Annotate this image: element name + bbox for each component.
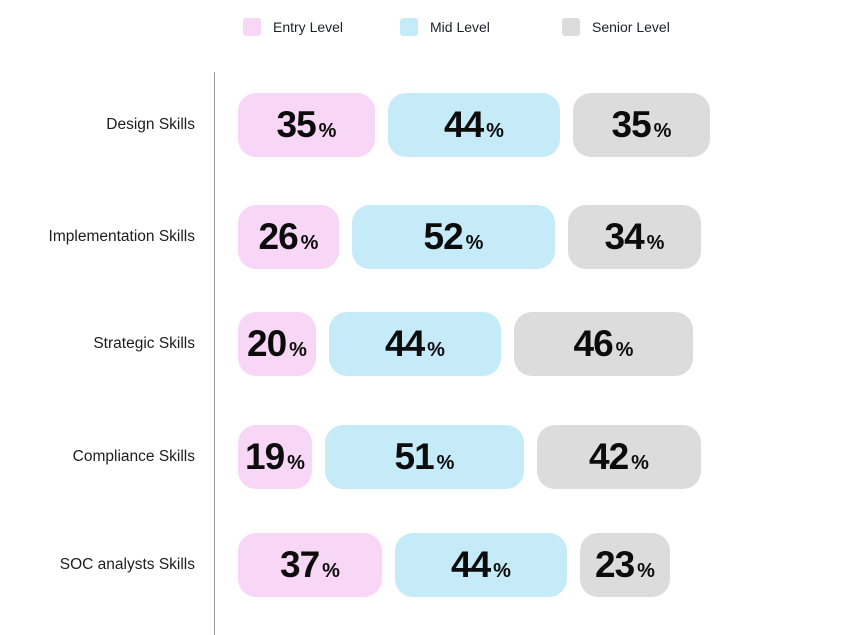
bar-value-number: 51 xyxy=(394,436,435,477)
bar-mid-level: 52% xyxy=(352,205,555,269)
bar-mid-level: 44% xyxy=(329,312,501,376)
category-label: Design Skills xyxy=(106,116,195,133)
chart-row-compliance-skills: Compliance Skills 19% 51% 42% xyxy=(0,425,843,489)
bar-entry-level: 35% xyxy=(238,93,375,157)
bar-senior-level: 42% xyxy=(537,425,701,489)
bar-value: 19% xyxy=(245,436,305,478)
bar-value-number: 42 xyxy=(589,436,629,477)
bar-value-number: 37 xyxy=(280,544,320,585)
percent-sign: % xyxy=(322,560,340,582)
category-label: Implementation Skills xyxy=(48,228,195,245)
percent-sign: % xyxy=(615,339,634,361)
legend-item-senior-level: Senior Level xyxy=(562,18,670,36)
bar-senior-level: 34% xyxy=(568,205,701,269)
bar-value-number: 35 xyxy=(611,104,652,145)
bar-entry-level: 20% xyxy=(238,312,316,376)
bar-group: 20% 44% 46% xyxy=(238,312,693,376)
chart-row-soc-analysts-skills: SOC analysts Skills 37% 44% 23% xyxy=(0,533,843,597)
bar-value-number: 35 xyxy=(276,104,317,145)
bar-value-number: 19 xyxy=(245,436,285,477)
bar-mid-level: 44% xyxy=(395,533,567,597)
bar-value-number: 23 xyxy=(595,544,635,585)
percent-sign: % xyxy=(289,339,307,361)
bar-value-number: 26 xyxy=(258,216,299,257)
bar-value: 37% xyxy=(280,544,340,586)
bar-value: 44% xyxy=(385,323,445,365)
percent-sign: % xyxy=(493,560,511,582)
percent-sign: % xyxy=(287,452,305,474)
percent-sign: % xyxy=(427,339,445,361)
bar-entry-level: 26% xyxy=(238,205,339,269)
legend-swatch-entry-level xyxy=(243,18,261,36)
bar-mid-level: 51% xyxy=(325,425,524,489)
bar-group: 37% 44% 23% xyxy=(238,533,670,597)
bar-value-number: 52 xyxy=(423,216,464,257)
bar-group: 26% 52% 34% xyxy=(238,205,701,269)
bar-value: 46% xyxy=(574,323,634,365)
legend-label: Senior Level xyxy=(592,19,670,35)
bar-group: 35% 44% 35% xyxy=(238,93,710,157)
chart-row-strategic-skills: Strategic Skills 20% 44% 46% xyxy=(0,312,843,376)
category-label: Strategic Skills xyxy=(93,335,195,352)
bar-entry-level: 37% xyxy=(238,533,382,597)
percent-sign: % xyxy=(318,120,337,142)
bar-value: 34% xyxy=(605,216,665,258)
percent-sign: % xyxy=(300,232,319,254)
bar-value-number: 46 xyxy=(573,323,614,364)
percent-sign: % xyxy=(653,120,672,142)
bar-senior-level: 35% xyxy=(573,93,710,157)
bar-value: 26% xyxy=(259,216,319,258)
category-label: SOC analysts Skills xyxy=(59,556,195,573)
bar-value-number: 34 xyxy=(604,216,645,257)
axis-line xyxy=(214,72,215,635)
legend-item-mid-level: Mid Level xyxy=(400,18,490,36)
bar-value: 51% xyxy=(395,436,455,478)
bar-value: 44% xyxy=(444,104,504,146)
category-label: Compliance Skills xyxy=(72,448,195,465)
bar-mid-level: 44% xyxy=(388,93,560,157)
legend-label: Mid Level xyxy=(430,19,490,35)
percent-sign: % xyxy=(631,452,649,474)
bar-group: 19% 51% 42% xyxy=(238,425,701,489)
percent-sign: % xyxy=(436,452,455,474)
bar-value: 52% xyxy=(424,216,484,258)
bar-value: 42% xyxy=(589,436,649,478)
bar-value: 23% xyxy=(595,544,655,586)
bar-entry-level: 19% xyxy=(238,425,312,489)
legend-label: Entry Level xyxy=(273,19,344,35)
bar-senior-level: 46% xyxy=(514,312,693,376)
chart-row-design-skills: Design Skills 35% 44% 35% xyxy=(0,93,843,157)
bar-value: 35% xyxy=(277,104,337,146)
bar-value: 20% xyxy=(247,323,307,365)
percent-sign: % xyxy=(486,120,504,142)
bar-value: 44% xyxy=(451,544,511,586)
percent-sign: % xyxy=(646,232,665,254)
bar-value-number: 44 xyxy=(444,104,484,145)
percent-sign: % xyxy=(637,560,655,582)
chart-row-implementation-skills: Implementation Skills 26% 52% 34% xyxy=(0,205,843,269)
percent-sign: % xyxy=(465,232,484,254)
bar-value-number: 20 xyxy=(247,323,287,364)
bar-value: 35% xyxy=(612,104,672,146)
bar-value-number: 44 xyxy=(385,323,425,364)
legend-item-entry-level: Entry Level xyxy=(243,18,343,36)
bar-senior-level: 23% xyxy=(580,533,670,597)
legend-swatch-senior-level xyxy=(562,18,580,36)
bar-value-number: 44 xyxy=(451,544,491,585)
legend-swatch-mid-level xyxy=(400,18,418,36)
